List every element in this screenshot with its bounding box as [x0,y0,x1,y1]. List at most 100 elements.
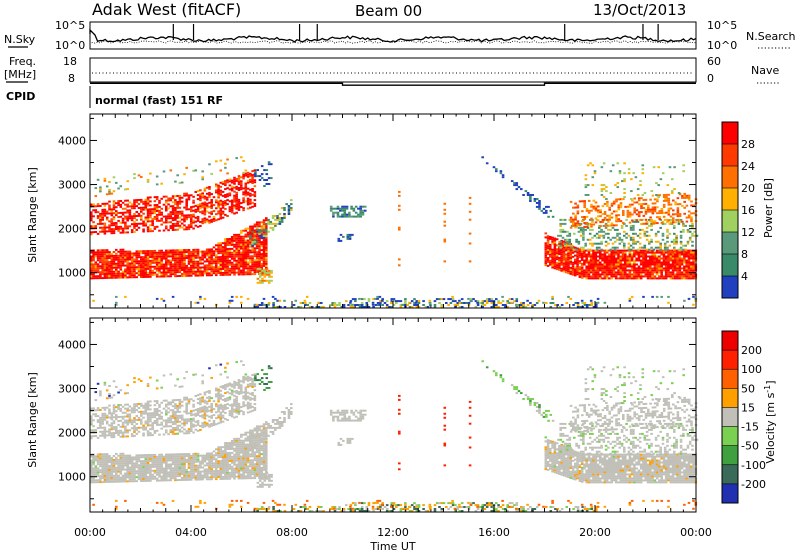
power-cell [240,231,243,234]
power-cell [185,268,188,271]
power-cell [606,224,609,227]
power-cell [153,261,157,264]
velocity-cell [151,477,154,480]
power-cell [94,261,98,264]
power-cell [637,259,641,262]
power-cell [685,271,688,274]
power-cell [600,194,604,196]
power-cell [650,218,653,221]
power-cell [560,247,563,250]
power-cell [149,275,152,278]
power-cell [598,236,601,239]
power-cell [242,229,245,232]
power-cell [176,253,179,256]
power-cell [144,266,148,268]
power-cell [365,304,369,306]
power-cell [128,211,132,214]
power-cell [130,231,134,234]
power-cell [90,259,93,262]
power-cell [108,270,111,273]
power-cell [644,263,648,266]
power-cell [641,228,644,231]
power-cell [676,277,679,280]
power-cell [99,265,102,268]
power-cell [165,205,168,208]
power-cell [221,200,225,203]
power-cell [341,207,344,210]
power-cell [262,297,266,300]
power-cell [555,250,559,253]
power-cell [92,277,95,280]
power-cell [217,218,220,221]
power-cell [675,218,678,221]
power-cell [531,306,534,308]
power-cell [265,225,268,228]
power-cell [226,263,229,266]
power-cell [662,196,666,198]
power-cell [208,264,211,267]
power-cell [135,256,139,259]
power-cell [680,275,684,278]
power-cell [262,228,266,231]
power-cell [130,272,134,275]
power-cell [144,275,148,278]
power-cell [203,209,207,212]
power-cell [162,253,166,256]
velocity-cell [105,453,109,456]
power-cell [135,205,139,208]
power-cell [246,297,250,300]
power-cell [233,255,236,258]
power-cell [174,213,177,215]
power-cell [590,302,594,304]
power-cell [267,218,270,221]
power-cell [676,251,679,254]
velocity-cell [112,476,116,479]
power-cell [513,182,516,185]
velocity-cell [180,463,184,466]
power-cell [677,192,681,194]
power-cell [458,299,461,302]
power-cell [244,241,248,244]
power-cell [101,218,104,221]
velocity-cell [187,457,191,459]
power-cell [174,195,177,198]
colorbar-segment [722,144,738,167]
power-cell [301,302,305,304]
power-cell [146,212,150,215]
power-cell [600,230,603,233]
power-cell [569,297,573,300]
power-cell [672,213,675,216]
power-cell [578,254,582,257]
power-cell [237,269,241,272]
power-cell [137,222,141,225]
power-cell [633,273,636,276]
power-cell [146,267,150,270]
power-cell [242,267,245,270]
power-cell [144,262,148,264]
power-cell [121,213,125,216]
power-cell [155,196,159,199]
power-cell [178,198,182,201]
power-cell [555,262,559,265]
power-cell [203,297,207,300]
power-cell [117,212,120,214]
velocity-cell [92,481,95,484]
power-cell [565,267,568,270]
power-cell [379,300,382,303]
power-cell [171,223,175,225]
power-cell [348,215,351,218]
power-cell [576,269,579,272]
power-cell [571,251,575,254]
power-cell [607,220,610,223]
power-cell [126,217,129,220]
power-cell [255,240,259,243]
power-cell [153,210,157,213]
power-cell [158,269,161,272]
power-cell [594,255,598,258]
power-cell [687,249,691,252]
power-cell [126,276,129,279]
velocity-cell [149,475,152,478]
power-cell [481,302,484,304]
power-cell [205,196,209,199]
velocity-cell [196,476,200,479]
